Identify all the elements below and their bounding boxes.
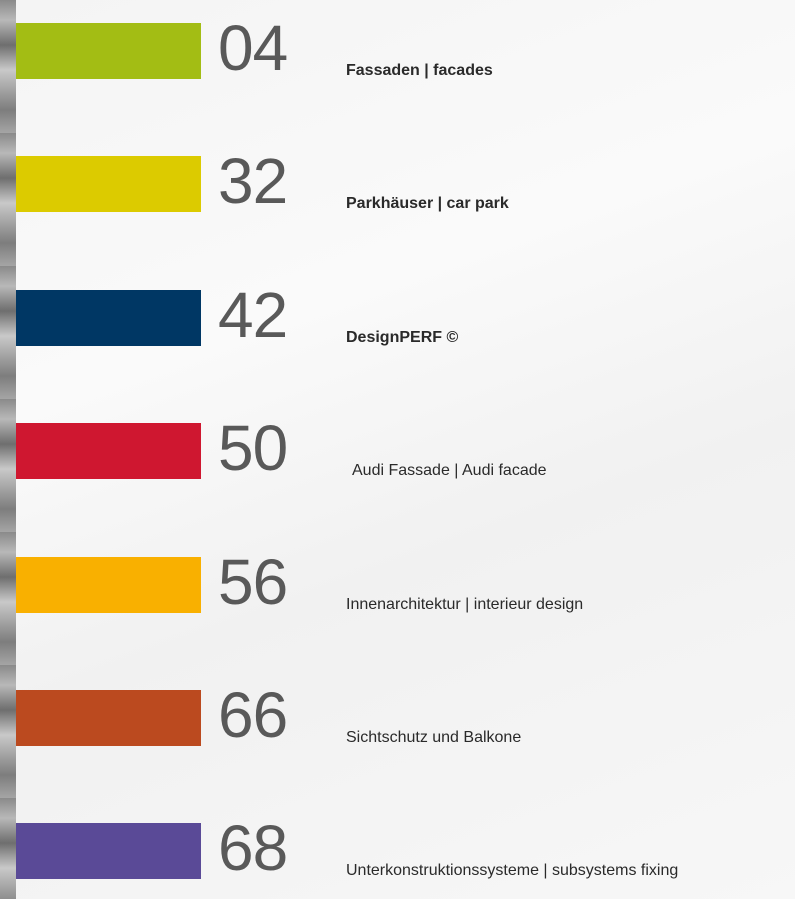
photo-strip [0,0,16,899]
page-number: 56 [218,547,287,617]
entry-label: Parkhäuser | car park [346,194,509,214]
entry-label: Unterkonstruktionssysteme | subsystems f… [346,861,678,881]
page-number: 66 [218,680,287,750]
color-bar [16,557,201,613]
page-number: 32 [218,146,287,216]
color-bar [16,823,201,879]
entry-label: Fassaden | facades [346,61,493,81]
color-bar [16,423,201,479]
page-number: 68 [218,813,287,883]
color-bar [16,290,201,346]
page-number: 50 [218,413,287,483]
entry-label: DesignPERF © [346,328,458,348]
color-bar [16,156,201,212]
entry-label: Sichtschutz und Balkone [346,728,521,748]
page-number: 42 [218,280,287,350]
toc-page: 04Fassaden | facades32Parkhäuser | car p… [0,0,795,899]
color-bar [16,23,201,79]
color-bar [16,690,201,746]
entry-label: Audi Fassade | Audi facade [352,461,547,481]
page-number: 04 [218,13,287,83]
entry-label: Innenarchitektur | interieur design [346,595,583,615]
